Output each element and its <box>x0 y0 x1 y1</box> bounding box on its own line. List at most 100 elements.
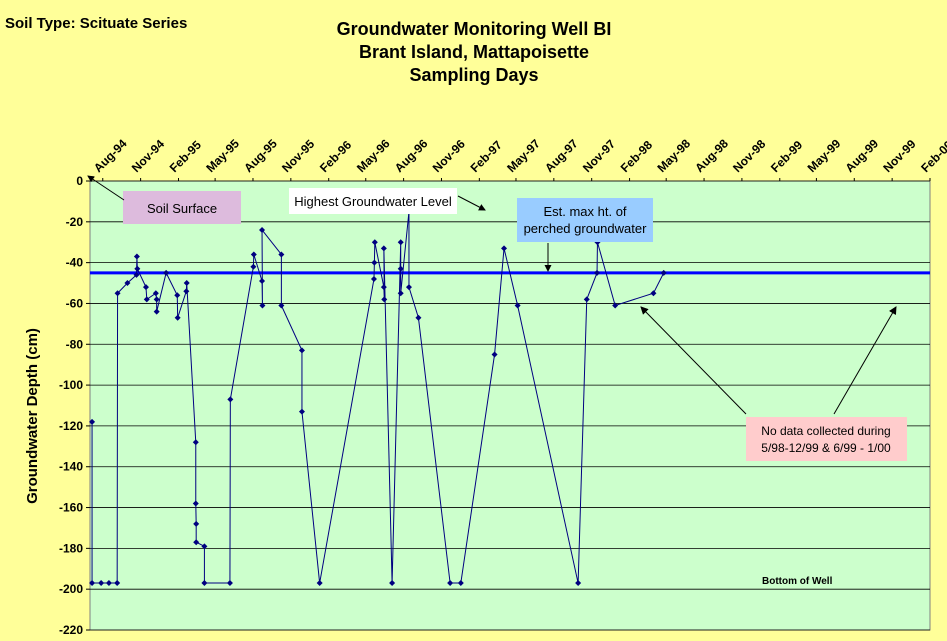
y-tick-label: -60 <box>66 296 84 310</box>
x-tick-label: Feb-98 <box>618 138 655 175</box>
annotation-highest-level: Highest Groundwater Level <box>289 188 486 214</box>
data-point <box>612 302 619 309</box>
perched-label-line2: perched groundwater <box>524 221 648 236</box>
data-point <box>153 296 160 303</box>
x-tick-label: Aug-99 <box>842 136 881 175</box>
y-tick-label: -100 <box>59 378 83 392</box>
data-point <box>193 520 200 527</box>
data-point <box>594 269 601 276</box>
y-tick-label: -220 <box>59 623 83 637</box>
x-tick-label: Feb-99 <box>768 138 805 175</box>
x-axis-title: Sampling Days <box>409 65 538 85</box>
soil-surface-label: Soil Surface <box>147 201 217 216</box>
y-tick-label: -20 <box>66 215 84 229</box>
data-point <box>201 543 208 550</box>
x-tick-label: Feb-97 <box>468 138 505 175</box>
data-point <box>183 288 190 295</box>
data-point <box>143 296 150 303</box>
chart-title: Groundwater Monitoring Well BI <box>337 19 612 39</box>
soil-surface-arrow <box>87 175 125 201</box>
data-point <box>114 290 121 297</box>
data-point <box>259 302 266 309</box>
x-tick-label: Aug-95 <box>241 136 280 175</box>
data-point <box>370 275 377 282</box>
data-point <box>193 539 200 546</box>
x-axis-ticks: Aug-94 Nov-94 Feb-95 May-95 Aug-95 Nov-95 Feb-… <box>91 136 947 181</box>
annotation-perched: Est. max ht. of perched groundwater <box>517 198 653 272</box>
no-data-label-line2: 5/98-12/99 & 6/99 - 1/00 <box>761 441 891 455</box>
y-tick-label: -40 <box>66 256 84 270</box>
x-tick-label: Nov-97 <box>580 137 618 175</box>
data-point <box>583 296 590 303</box>
x-tick-label: Nov-94 <box>129 137 167 175</box>
perched-label-line1: Est. max ht. of <box>543 204 626 219</box>
data-point <box>174 292 181 299</box>
x-tick-label: Feb-00 <box>918 138 947 175</box>
data-point <box>133 253 140 260</box>
data-point <box>278 302 285 309</box>
data-point <box>415 314 422 321</box>
data-point <box>380 245 387 252</box>
x-tick-label: May-99 <box>805 136 844 175</box>
x-tick-label: May-96 <box>354 136 393 175</box>
y-tick-label: -180 <box>59 541 83 555</box>
x-tick-label: May-95 <box>203 136 242 175</box>
data-point <box>278 251 285 258</box>
no-data-arrow-left <box>640 306 747 415</box>
data-point <box>114 580 121 587</box>
plot-area <box>89 180 931 631</box>
data-point <box>183 280 190 287</box>
chart-subtitle: Brant Island, Mattapoisette <box>359 42 589 62</box>
data-point <box>192 439 199 446</box>
data-point <box>142 284 149 291</box>
x-tick-label: Aug-94 <box>91 136 130 175</box>
x-tick-label: May-97 <box>504 136 543 175</box>
data-point <box>134 265 141 272</box>
data-point <box>226 580 233 587</box>
data-point <box>575 580 582 587</box>
x-tick-label: Nov-98 <box>730 137 768 175</box>
x-tick-label: Nov-95 <box>279 137 317 175</box>
data-point <box>316 580 323 587</box>
data-point <box>192 500 199 507</box>
annotation-soil-surface: Soil Surface <box>87 175 241 224</box>
data-point <box>371 259 378 266</box>
x-tick-label: Aug-98 <box>692 136 731 175</box>
x-tick-label: Aug-97 <box>542 136 581 175</box>
data-point <box>250 263 257 270</box>
x-tick-label: Feb-95 <box>167 138 204 175</box>
data-point <box>259 226 266 233</box>
data-point <box>124 280 131 287</box>
data-point <box>163 269 170 276</box>
y-tick-label: 0 <box>76 174 83 188</box>
y-tick-label: -200 <box>59 582 83 596</box>
data-point <box>650 290 657 297</box>
data-point <box>227 396 234 403</box>
data-point <box>457 580 464 587</box>
y-tick-label: -140 <box>59 460 83 474</box>
data-point <box>153 308 160 315</box>
data-point <box>380 284 387 291</box>
data-point <box>405 284 412 291</box>
no-data-label-line1: No data collected during <box>761 424 890 438</box>
data-point <box>152 290 159 297</box>
data-point <box>174 314 181 321</box>
data-point <box>105 580 112 587</box>
x-tick-label: Aug-96 <box>392 136 431 175</box>
y-tick-label: -120 <box>59 419 83 433</box>
data-point <box>397 239 404 246</box>
data-point <box>491 351 498 358</box>
data-point <box>660 269 667 276</box>
data-point <box>259 278 266 285</box>
data-point <box>397 290 404 297</box>
data-point <box>89 418 96 425</box>
highest-level-arrow <box>457 195 486 211</box>
data-point <box>133 271 140 278</box>
x-tick-label: Nov-99 <box>880 137 918 175</box>
x-tick-label: Nov-96 <box>430 137 468 175</box>
data-point <box>389 580 396 587</box>
data-point <box>298 347 305 354</box>
data-point <box>514 302 521 309</box>
annotation-no-data: No data collected during 5/98-12/99 & 6/… <box>640 306 907 461</box>
bottom-of-well-label: Bottom of Well <box>762 576 833 587</box>
